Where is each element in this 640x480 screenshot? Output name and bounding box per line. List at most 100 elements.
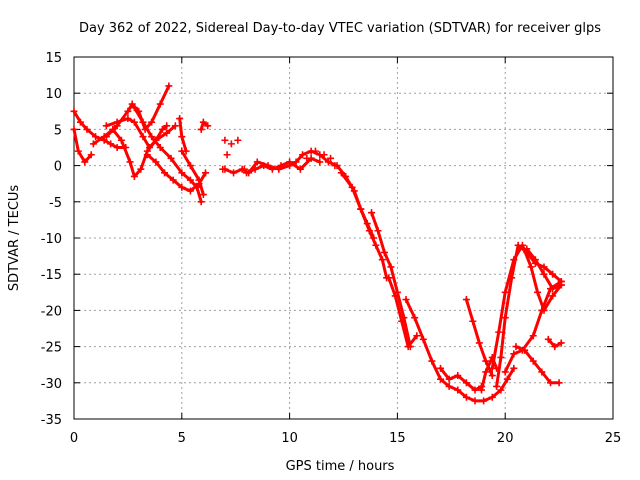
data-point — [89, 140, 97, 148]
isolated-data-point — [221, 136, 229, 144]
data-point — [178, 183, 186, 191]
data-point — [117, 136, 125, 144]
data-point — [130, 104, 138, 112]
data-point — [324, 158, 332, 166]
data-point — [501, 314, 509, 322]
data-point — [70, 125, 78, 133]
y-axis-label: SDTVAR / TECUs — [7, 185, 22, 292]
y-tick-label: -35 — [41, 413, 62, 428]
isolated-data-point — [219, 165, 227, 173]
data-point — [148, 133, 156, 141]
data-point — [380, 248, 388, 256]
data-point — [540, 270, 548, 278]
data-point — [158, 125, 166, 133]
data-point — [527, 263, 535, 271]
series-s24 — [523, 245, 565, 293]
data-point — [454, 372, 462, 380]
series-s4 — [102, 82, 173, 141]
series-s17 — [437, 364, 485, 394]
isolated-data-point — [320, 151, 328, 159]
data-point — [186, 162, 194, 170]
data-point — [471, 397, 479, 405]
data-point — [156, 144, 164, 151]
data-point — [268, 165, 276, 173]
data-point — [501, 368, 509, 376]
data-point — [186, 187, 194, 195]
data-point — [130, 118, 138, 126]
data-point — [521, 346, 529, 354]
data-point — [549, 270, 557, 278]
data-point — [197, 125, 205, 133]
x-axis-label: GPS time / hours — [286, 459, 395, 474]
series-s18 — [462, 296, 496, 380]
data-point — [549, 285, 557, 293]
data-point — [428, 357, 436, 365]
isolated-data-point — [223, 151, 231, 159]
data-point — [139, 118, 147, 126]
data-point — [480, 397, 488, 405]
isolated-data-point — [331, 162, 339, 170]
series-s21 — [488, 241, 565, 372]
data-point — [493, 382, 501, 390]
data-point — [199, 191, 207, 199]
data-point — [124, 107, 132, 115]
data-point — [557, 281, 565, 289]
data-point — [137, 165, 145, 173]
y-tick-label: -10 — [41, 232, 62, 247]
data-point — [538, 368, 546, 376]
data-point — [156, 100, 164, 108]
data-point — [385, 274, 393, 282]
series-s14 — [368, 209, 414, 351]
series-s25 — [544, 335, 565, 351]
data-point — [495, 328, 503, 336]
series-trace — [223, 149, 376, 240]
data-point — [477, 386, 485, 394]
data-point — [100, 133, 108, 141]
data-point — [374, 227, 382, 235]
chart-title: Day 362 of 2022, Sidereal Day-to-day VTE… — [79, 21, 601, 36]
data-point — [419, 335, 427, 343]
data-point — [178, 133, 186, 141]
data-point — [503, 375, 511, 383]
data-point — [365, 227, 373, 235]
data-point — [74, 147, 82, 155]
axis-ticks — [73, 56, 614, 420]
data-point — [544, 335, 552, 343]
x-tick-label: 5 — [178, 431, 186, 446]
isolated-data-point — [303, 154, 311, 162]
data-point — [178, 169, 186, 177]
data-point — [462, 296, 470, 304]
data-point — [163, 122, 171, 130]
data-point — [167, 154, 175, 162]
data-point — [445, 382, 453, 390]
data-point — [242, 169, 250, 177]
data-point — [102, 122, 110, 130]
x-tick-label: 0 — [70, 431, 78, 446]
data-point — [128, 100, 136, 108]
data-point — [488, 372, 496, 380]
data-point — [482, 357, 490, 365]
y-tick-label: -25 — [41, 341, 62, 356]
x-tick-label: 20 — [497, 431, 514, 446]
data-point — [523, 245, 531, 253]
data-point — [529, 332, 537, 340]
y-tick-label: -15 — [41, 268, 62, 283]
data-point — [488, 393, 496, 401]
data-point — [130, 172, 138, 180]
data-point — [557, 339, 565, 347]
data-point — [337, 169, 345, 177]
series-s7 — [143, 151, 210, 195]
data-point — [510, 256, 518, 264]
data-point — [348, 183, 356, 191]
data-point — [113, 144, 121, 151]
data-point — [139, 133, 147, 141]
series-s8 — [178, 147, 207, 199]
data-point — [143, 151, 151, 159]
data-point — [462, 393, 470, 401]
x-tick-label: 25 — [605, 431, 622, 446]
data-point — [126, 158, 134, 166]
data-point — [404, 343, 412, 351]
data-point — [368, 209, 376, 217]
data-point — [551, 343, 559, 351]
data-point — [292, 158, 300, 166]
